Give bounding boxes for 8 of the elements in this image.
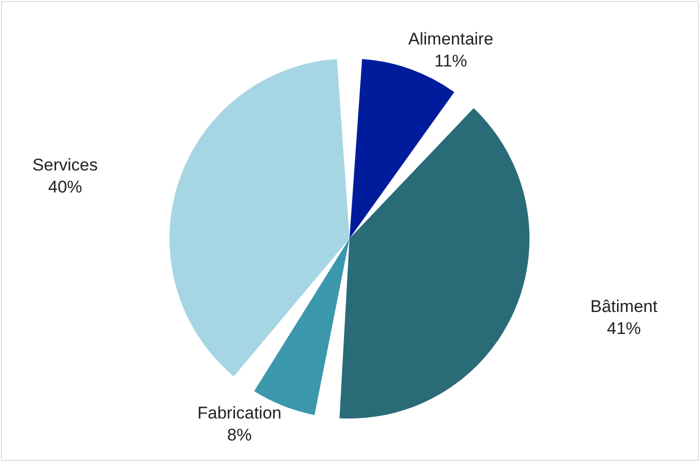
slice-label: Fabrication	[197, 403, 282, 422]
data-label: 41%	[606, 318, 641, 338]
slice-label: Bâtiment	[590, 296, 658, 316]
data-label: 8%	[227, 425, 252, 444]
data-label: 40%	[48, 178, 82, 197]
data-label: 11%	[434, 51, 468, 70]
slice-label: Services	[32, 156, 98, 175]
slice-label: Alimentaire	[408, 29, 494, 48]
